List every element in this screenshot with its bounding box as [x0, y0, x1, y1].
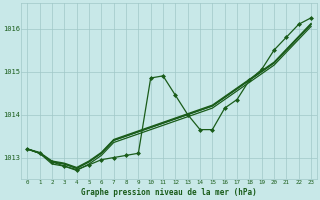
X-axis label: Graphe pression niveau de la mer (hPa): Graphe pression niveau de la mer (hPa) [81, 188, 257, 197]
